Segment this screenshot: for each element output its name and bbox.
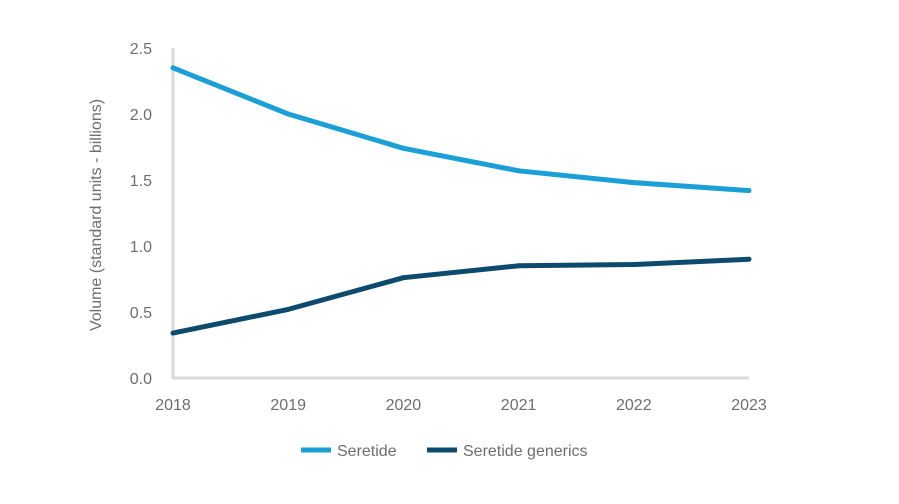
x-tick-label: 2020	[386, 397, 422, 414]
series-line-2	[172, 256, 750, 336]
data-point	[170, 65, 176, 71]
x-axis-ticks: 2018 2019 2020 2021 2022 2023	[155, 397, 767, 414]
y-tick-label: 2.0	[130, 107, 152, 124]
y-tick-label: 2.5	[130, 41, 152, 58]
legend-label: Seretide generics	[463, 443, 588, 460]
data-point	[516, 263, 522, 269]
series-line-1	[172, 65, 750, 194]
data-point	[400, 275, 406, 281]
x-tick-label: 2019	[270, 397, 306, 414]
data-point	[400, 145, 406, 151]
x-tick-label: 2023	[731, 397, 767, 414]
y-tick-label: 0.5	[130, 305, 152, 322]
y-tick-label: 0.0	[130, 371, 152, 388]
data-point	[746, 256, 752, 262]
x-tick-label: 2018	[155, 397, 191, 414]
data-point	[170, 330, 176, 336]
data-point	[285, 306, 291, 312]
y-axis-ticks: 0.0 0.5 1.0 1.5 2.0 2.5	[130, 41, 152, 388]
x-tick-label: 2022	[616, 397, 652, 414]
y-axis-title: Volume (standard units - billions)	[88, 99, 105, 331]
legend-label: Seretide	[337, 443, 397, 460]
legend: Seretide Seretide generics	[301, 443, 588, 460]
x-tick-label: 2021	[501, 397, 537, 414]
data-point	[631, 180, 637, 186]
data-point	[631, 261, 637, 267]
data-point	[516, 168, 522, 174]
y-tick-label: 1.0	[130, 239, 152, 256]
data-point	[285, 111, 291, 117]
data-point	[746, 188, 752, 194]
y-tick-label: 1.5	[130, 173, 152, 190]
series-layer	[170, 65, 752, 336]
